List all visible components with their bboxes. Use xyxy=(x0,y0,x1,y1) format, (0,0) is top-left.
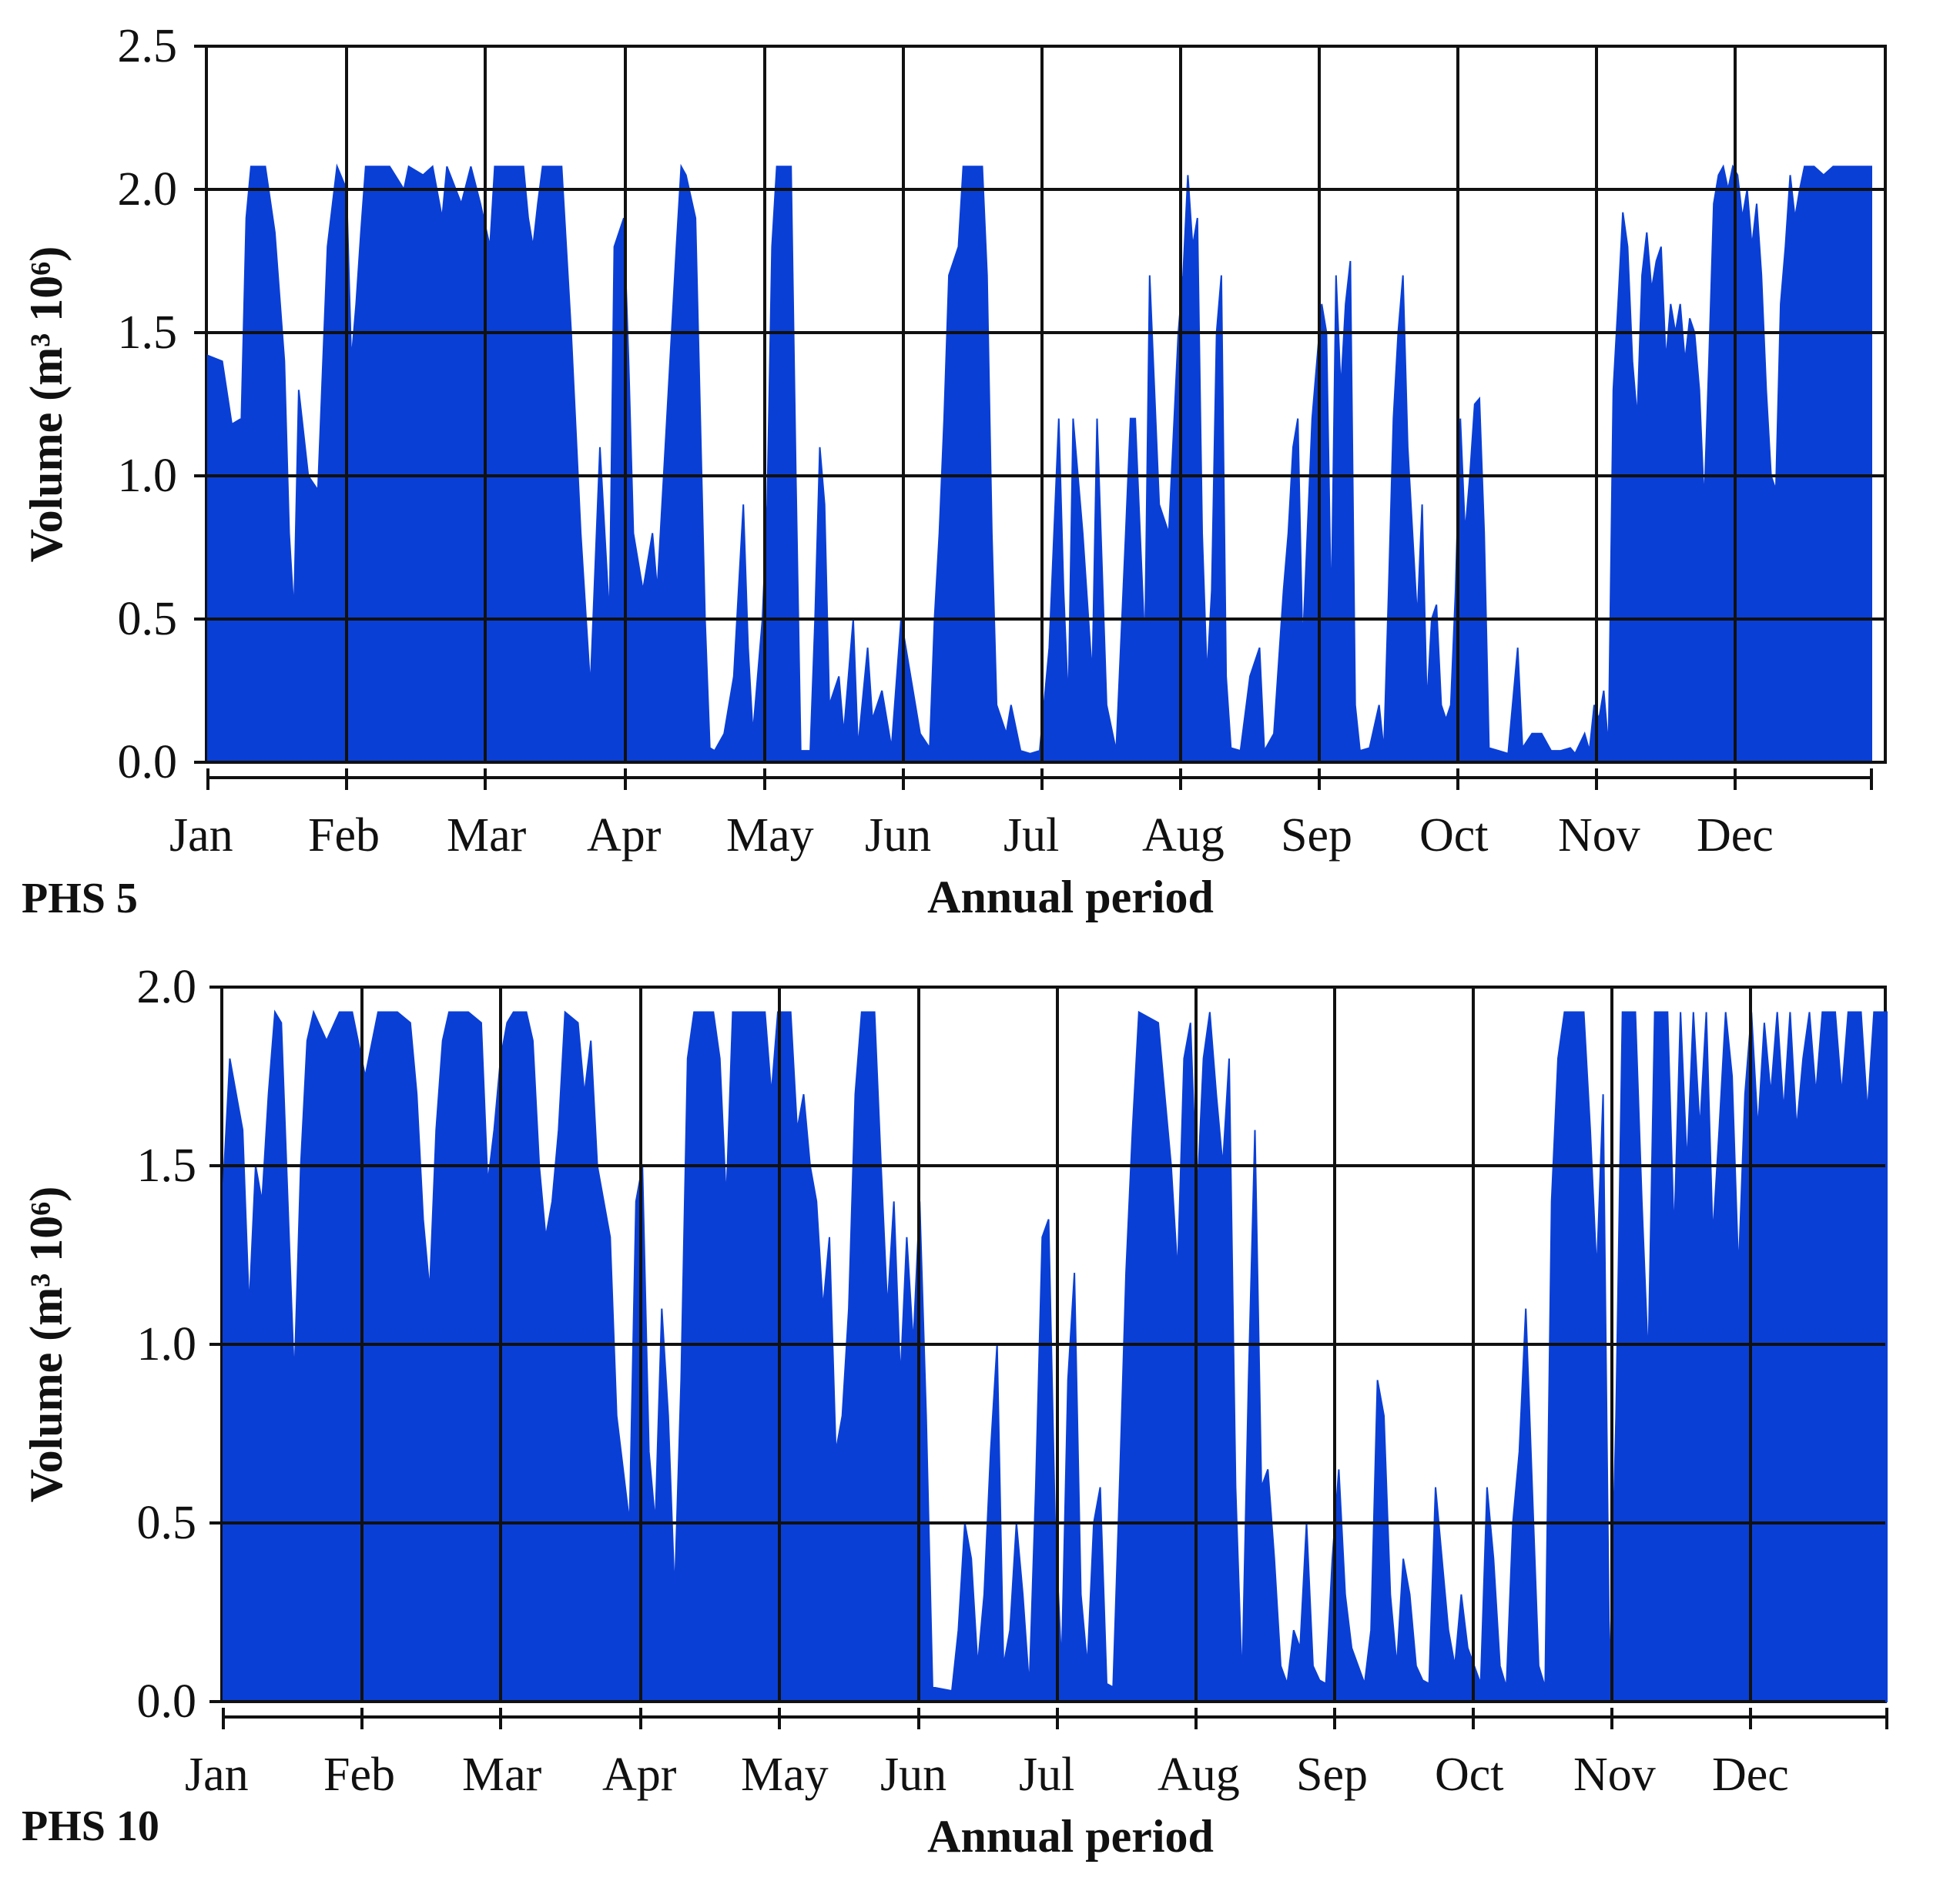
panel-label: PHS 10 xyxy=(22,1802,159,1850)
y-tick-label: 2.5 xyxy=(118,20,178,72)
x-tick-label: Aug xyxy=(1158,1749,1240,1801)
y-tick-label: 1.0 xyxy=(118,450,178,502)
x-tick-label: Sep xyxy=(1296,1749,1368,1801)
x-tick-label: May xyxy=(741,1749,829,1801)
x-tick-label: Dec xyxy=(1712,1749,1789,1801)
panel-label: PHS 5 xyxy=(22,875,138,922)
y-tick-label: 2.0 xyxy=(137,961,197,1013)
chart-panel-phs5: 0.0 0.5 1.0 1.5 2.0 2.5 Jan Feb Mar Apr May Jun Jul A… xyxy=(21,20,1887,922)
x-tick-label: Nov xyxy=(1573,1749,1656,1801)
y-tick-label: 0.0 xyxy=(137,1675,197,1728)
x-tick-label: Jan xyxy=(185,1749,249,1801)
x-tick-label: Sep xyxy=(1281,809,1352,862)
x-tick-label: Mar xyxy=(462,1749,542,1801)
x-tick-label: Jul xyxy=(1003,809,1059,862)
x-tick-label: Dec xyxy=(1697,809,1774,862)
x-tick-label: Jan xyxy=(169,809,233,862)
y-axis-title: Volume (m³ 10⁶) xyxy=(21,246,72,562)
x-tick-label: Feb xyxy=(323,1749,395,1801)
x-tick-label: Apr xyxy=(602,1749,677,1801)
y-axis-title: Volume (m³ 10⁶) xyxy=(21,1186,72,1502)
x-axis-title: Annual period xyxy=(927,872,1214,922)
y-tick-label: 1.0 xyxy=(137,1318,197,1371)
x-tick-label: Nov xyxy=(1558,809,1640,862)
x-tick-label: Feb xyxy=(308,809,380,862)
x-tick-label: Jun xyxy=(880,1749,946,1801)
x-tick-label: Jun xyxy=(865,809,931,862)
y-tick-label: 2.0 xyxy=(118,163,178,216)
y-tick-label: 0.5 xyxy=(118,593,178,645)
x-tick-label: Mar xyxy=(447,809,527,862)
x-tick-label: Jul xyxy=(1019,1749,1074,1801)
x-tick-label: Aug xyxy=(1142,809,1225,862)
y-tick-label: 1.5 xyxy=(118,306,178,359)
y-tick-label: 1.5 xyxy=(137,1140,197,1192)
x-tick-label: Oct xyxy=(1419,809,1489,862)
x-axis-title: Annual period xyxy=(927,1811,1214,1862)
y-tick-label: 0.0 xyxy=(118,736,178,788)
chart-panel-phs10: 0.0 0.5 1.0 1.5 2.0 Jan Feb Mar Apr May Jun Jul Aug S… xyxy=(21,961,1888,1862)
y-tick-label: 0.5 xyxy=(137,1497,197,1549)
x-tick-label: Oct xyxy=(1435,1749,1504,1801)
x-tick-label: May xyxy=(726,809,814,862)
x-tick-label: Apr xyxy=(587,809,662,862)
